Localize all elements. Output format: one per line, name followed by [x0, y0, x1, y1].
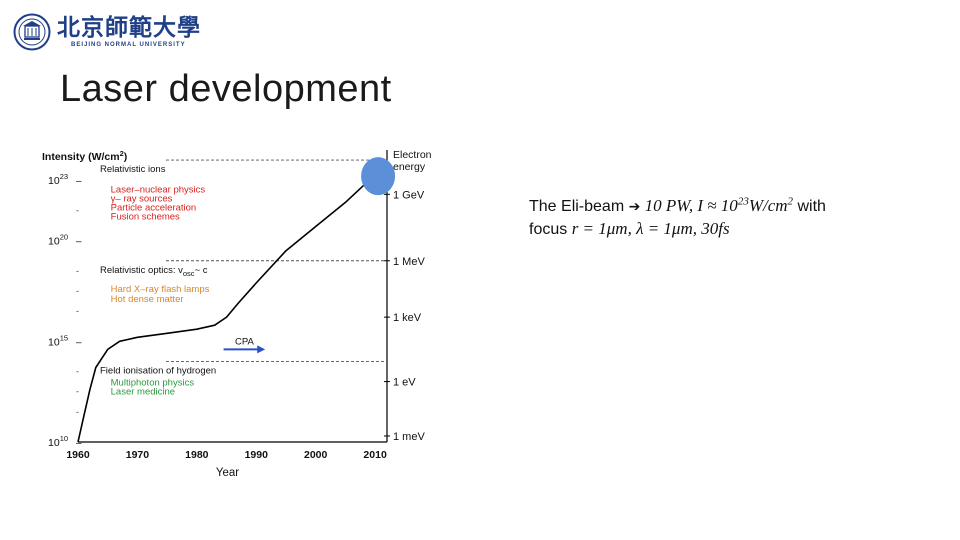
- y-tick-label: 1015: [48, 333, 68, 348]
- annotation-label: Hard X–ray flash lamps: [111, 284, 210, 295]
- annotation-label: Laser–nuclear physics: [111, 184, 206, 195]
- x-tick-label: 1980: [185, 449, 209, 461]
- annotation-label: Hot dense matter: [111, 294, 184, 305]
- annotation-label: Particle acceleration: [111, 202, 197, 213]
- x-tick-label: 1970: [126, 449, 150, 461]
- intensity-curve: [77, 179, 370, 443]
- dashed-level-label: Relativistic optics: vosc~ c: [100, 265, 208, 278]
- y-minor-tick: -: [76, 407, 79, 417]
- right-tick-label: 1 keV: [393, 312, 422, 324]
- x-tick-label: 1990: [245, 449, 269, 461]
- university-logo: 北京師範大學 BEIJING NORMAL UNIVERSITY: [13, 13, 200, 53]
- eli-beam-power-intensity: 10 PW, I ≈ 1023W/cm2: [640, 195, 794, 215]
- y-minor-tick: -: [76, 306, 79, 316]
- y-tick-mark: –: [76, 176, 82, 187]
- university-seal-icon: [13, 13, 51, 51]
- annotation-label: Laser medicine: [111, 387, 175, 398]
- dashed-level-label: Relativistic ions: [100, 164, 166, 175]
- eli-beam-focus-label: focus: [529, 221, 572, 238]
- y-tick-mark: –: [76, 337, 82, 348]
- y-tick-mark: –: [76, 438, 82, 449]
- right-tick-label: 1 meV: [393, 431, 425, 443]
- eli-beam-focus-params: r = 1μm, λ = 1μm, 30fs: [571, 219, 730, 238]
- y-tick-label: 1023: [48, 172, 68, 187]
- annotation-label: Multiphoton physics: [111, 378, 195, 389]
- y-minor-tick: -: [76, 387, 79, 397]
- y-tick-label: 1020: [48, 233, 68, 248]
- university-name-chinese: 北京師範大學: [57, 14, 201, 41]
- arrow-right-icon: ➔: [628, 199, 641, 215]
- university-name-english: BEIJING NORMAL UNIVERSITY: [71, 42, 186, 48]
- right-tick-label: 1 MeV: [393, 256, 425, 268]
- right-tick-label: 1 eV: [393, 377, 416, 389]
- right-tick-label: 1 GeV: [393, 189, 425, 201]
- cpa-arrowhead-icon: [257, 345, 266, 354]
- cpa-label: CPA: [235, 336, 254, 347]
- x-tick-label: 1960: [66, 449, 90, 461]
- y-minor-tick: -: [76, 367, 79, 377]
- annotation-label: γ– ray sources: [111, 193, 173, 204]
- eli-beam-text: The Eli-beam ➔ 10 PW, I ≈ 1023W/cm2 with…: [529, 195, 909, 240]
- y-axis-label: Intensity (W/cm2): [42, 149, 127, 163]
- y-tick-mark: –: [76, 237, 82, 248]
- y-minor-tick: -: [76, 266, 79, 276]
- eli-beam-line-2: focus r = 1μm, λ = 1μm, 30fs: [529, 218, 909, 240]
- x-tick-label: 2010: [363, 449, 387, 461]
- laser-development-chart: Relativistic ions Relativistic optics: vo…: [42, 149, 432, 479]
- y-minor-tick: -: [76, 286, 79, 296]
- right-axis-title: Electron: [393, 149, 432, 161]
- eli-beam-intro: The Eli-beam: [529, 198, 629, 215]
- highlight-marker: [361, 157, 396, 196]
- right-axis-title: energy: [393, 161, 426, 173]
- eli-beam-with: with: [793, 198, 826, 215]
- x-axis-label: Year: [216, 467, 239, 479]
- x-tick-label: 2000: [304, 449, 328, 461]
- dashed-level-label: Field ionisation of hydrogen: [100, 365, 216, 376]
- eli-beam-line-1: The Eli-beam ➔ 10 PW, I ≈ 1023W/cm2 with: [529, 195, 909, 218]
- y-minor-tick: -: [76, 205, 79, 215]
- annotation-label: Fusion schemes: [111, 211, 180, 222]
- y-tick-label: 1010: [48, 434, 68, 449]
- slide-title: Laser development: [60, 68, 392, 110]
